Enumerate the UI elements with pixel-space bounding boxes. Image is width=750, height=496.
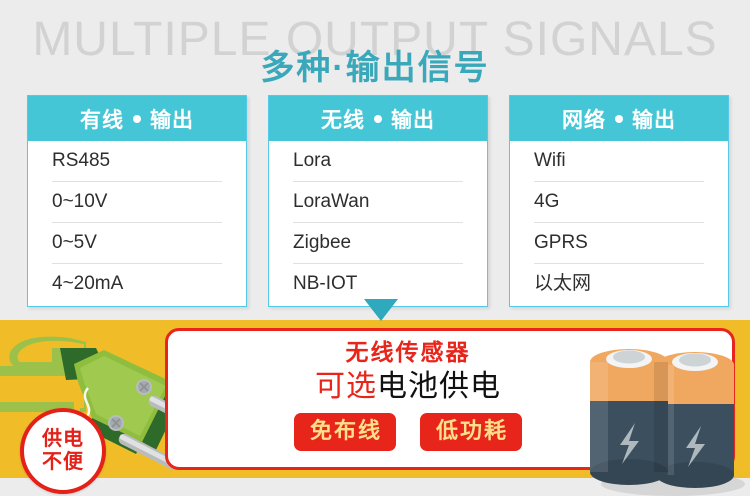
arrow-down-icon	[364, 299, 398, 321]
status-badge-power-inconvenient: 供电 不便	[20, 408, 106, 494]
list-item[interactable]: NB-IOT	[293, 273, 358, 294]
card-body: Lora LoraWan Zigbee NB-IOT	[269, 141, 487, 304]
list-item[interactable]: 4G	[534, 182, 704, 223]
list-item[interactable]: Zigbee	[293, 223, 463, 264]
header: MULTIPLE OUTPUT SIGNALS 多种·输出信号	[0, 0, 750, 100]
screw-icon	[136, 379, 152, 395]
stamp-line-1: 供电	[42, 428, 84, 450]
list-item[interactable]: 0~10V	[52, 182, 222, 223]
card-body: Wifi 4G GPRS 以太网	[510, 141, 728, 304]
card-title-left: 无线	[321, 108, 365, 132]
background-watermark-title: MULTIPLE OUTPUT SIGNALS	[32, 13, 718, 66]
card-body: RS485 0~10V 0~5V 4~20mA	[28, 141, 246, 304]
bullet-dot-icon	[133, 114, 141, 123]
card-network-output[interactable]: 网络 输出 Wifi 4G GPRS 以太网	[509, 95, 729, 307]
card-header: 网络 输出	[510, 96, 728, 141]
card-title-left: 网络	[562, 108, 606, 132]
badge-low-power[interactable]: 低功耗	[420, 413, 523, 451]
battery-promo-banner: 无线传感器 可选电池供电 免布线 低功耗 供电 不便	[0, 320, 750, 496]
list-item[interactable]: 0~5V	[52, 223, 222, 264]
battery-left-icon	[590, 349, 668, 485]
list-item[interactable]: LoraWan	[293, 182, 463, 223]
list-item[interactable]: Lora	[293, 141, 463, 182]
card-title-right: 输出	[150, 108, 194, 132]
card-title-right: 输出	[632, 108, 676, 132]
promo-badges: 免布线 低功耗	[243, 413, 573, 451]
promo-subline-red: 可选	[315, 370, 377, 403]
list-item[interactable]: 以太网	[534, 273, 592, 294]
list-item[interactable]: Wifi	[534, 141, 704, 182]
screw-icon	[108, 415, 124, 431]
list-item[interactable]: GPRS	[534, 223, 704, 264]
bullet-dot-icon	[615, 114, 623, 123]
card-title-left: 有线	[80, 108, 124, 132]
card-header: 无线 输出	[269, 96, 487, 141]
card-title-right: 输出	[391, 108, 435, 132]
list-item[interactable]: 4~20mA	[52, 273, 124, 294]
power-plug-illustration	[0, 336, 210, 471]
promo-subline: 可选电池供电	[243, 367, 573, 407]
stamp-line-2: 不便	[42, 451, 84, 473]
output-signal-cards: 有线 输出 RS485 0~10V 0~5V 4~20mA 无线 输出 Lora…	[0, 95, 750, 310]
card-wired-output[interactable]: 有线 输出 RS485 0~10V 0~5V 4~20mA	[27, 95, 247, 307]
promo-text-block: 无线传感器 可选电池供电 免布线 低功耗	[243, 337, 573, 451]
card-wireless-output[interactable]: 无线 输出 Lora LoraWan Zigbee NB-IOT	[268, 95, 488, 307]
list-item[interactable]: RS485	[52, 141, 222, 182]
promo-headline: 无线传感器	[345, 339, 471, 365]
page-title: 多种·输出信号	[260, 49, 490, 87]
battery-illustration	[590, 349, 745, 496]
promo-subline-black: 电池供电	[377, 370, 501, 403]
bullet-dot-icon	[374, 114, 382, 123]
badge-no-wiring[interactable]: 免布线	[293, 413, 396, 451]
card-header: 有线 输出	[28, 96, 246, 141]
